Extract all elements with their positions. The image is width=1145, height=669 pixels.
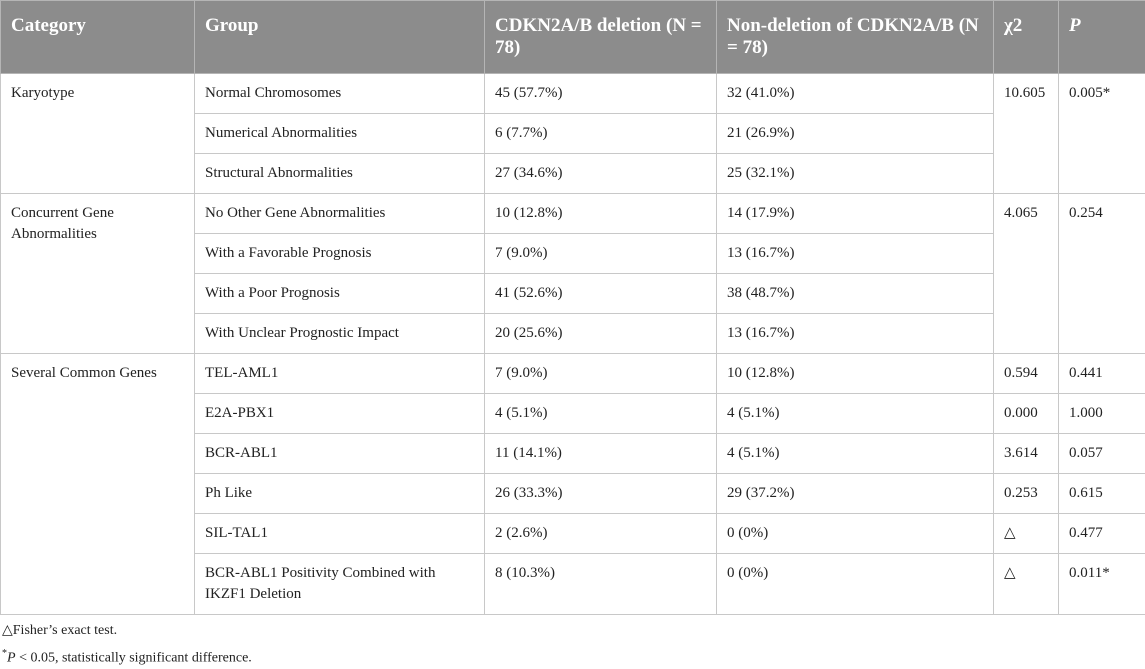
cell-group: Normal Chromosomes [195,74,485,114]
cell-nondeletion: 13 (16.7%) [717,234,994,274]
category-concurrent: Concurrent Gene Abnormalities [1,194,195,354]
cell-group: E2A-PBX1 [195,394,485,434]
cell-nondeletion: 14 (17.9%) [717,194,994,234]
cell-group: Structural Abnormalities [195,154,485,194]
cell-deletion: 10 (12.8%) [485,194,717,234]
cell-p: 1.000 [1059,394,1145,434]
cell-group: With Unclear Prognostic Impact [195,314,485,354]
cell-p: 0.011* [1059,554,1145,615]
cell-deletion: 27 (34.6%) [485,154,717,194]
cell-deletion: 45 (57.7%) [485,74,717,114]
cell-deletion: 8 (10.3%) [485,554,717,615]
cell-nondeletion: 4 (5.1%) [717,394,994,434]
cell-p: 0.254 [1059,194,1145,354]
table-row: Karyotype Normal Chromosomes 45 (57.7%) … [1,74,1145,114]
header-category: Category [1,1,195,74]
category-common: Several Common Genes [1,354,195,615]
cell-chi2: 4.065 [994,194,1059,354]
cell-deletion: 2 (2.6%) [485,514,717,554]
cell-p: 0.057 [1059,434,1145,474]
cell-deletion: 7 (9.0%) [485,354,717,394]
cell-deletion: 26 (33.3%) [485,474,717,514]
cell-deletion: 20 (25.6%) [485,314,717,354]
cell-p: 0.005* [1059,74,1145,194]
header-p: P [1059,1,1145,74]
cell-nondeletion: 10 (12.8%) [717,354,994,394]
cell-deletion: 7 (9.0%) [485,234,717,274]
cell-group: Ph Like [195,474,485,514]
cell-p: 0.441 [1059,354,1145,394]
cell-chi2: △ [994,514,1059,554]
cell-deletion: 41 (52.6%) [485,274,717,314]
cell-chi2: 10.605 [994,74,1059,194]
cell-group: Numerical Abnormalities [195,114,485,154]
footnote-fisher: △Fisher’s exact test. [2,621,1145,644]
cell-nondeletion: 21 (26.9%) [717,114,994,154]
header-group: Group [195,1,485,74]
category-karyotype: Karyotype [1,74,195,194]
cell-nondeletion: 13 (16.7%) [717,314,994,354]
cell-nondeletion: 0 (0%) [717,514,994,554]
cell-p: 0.477 [1059,514,1145,554]
cell-deletion: 6 (7.7%) [485,114,717,154]
cell-nondeletion: 38 (48.7%) [717,274,994,314]
cell-group: With a Favorable Prognosis [195,234,485,274]
results-table: Category Group CDKN2A/B deletion (N = 78… [0,0,1145,615]
cell-nondeletion: 0 (0%) [717,554,994,615]
cell-chi2: 3.614 [994,434,1059,474]
table-row: Concurrent Gene Abnormalities No Other G… [1,194,1145,234]
cell-deletion: 4 (5.1%) [485,394,717,434]
cell-group: BCR-ABL1 [195,434,485,474]
cell-nondeletion: 25 (32.1%) [717,154,994,194]
cell-p: 0.615 [1059,474,1145,514]
cell-chi2: 0.594 [994,354,1059,394]
cell-nondeletion: 32 (41.0%) [717,74,994,114]
cell-deletion: 11 (14.1%) [485,434,717,474]
cell-chi2: 0.253 [994,474,1059,514]
table-footnotes: △Fisher’s exact test. *P < 0.05, statist… [0,615,1145,667]
table-row: Several Common Genes TEL-AML1 7 (9.0%) 1… [1,354,1145,394]
header-chi2: χ2 [994,1,1059,74]
header-deletion: CDKN2A/B deletion (N = 78) [485,1,717,74]
cell-group: TEL-AML1 [195,354,485,394]
header-row: Category Group CDKN2A/B deletion (N = 78… [1,1,1145,74]
cell-group: With a Poor Prognosis [195,274,485,314]
cell-chi2: 0.000 [994,394,1059,434]
cell-group: SIL-TAL1 [195,514,485,554]
cell-group: BCR-ABL1 Positivity Combined with IKZF1 … [195,554,485,615]
cell-nondeletion: 4 (5.1%) [717,434,994,474]
header-nondeletion: Non-deletion of CDKN2A/B (N = 78) [717,1,994,74]
cell-group: No Other Gene Abnormalities [195,194,485,234]
cell-chi2: △ [994,554,1059,615]
cell-nondeletion: 29 (37.2%) [717,474,994,514]
